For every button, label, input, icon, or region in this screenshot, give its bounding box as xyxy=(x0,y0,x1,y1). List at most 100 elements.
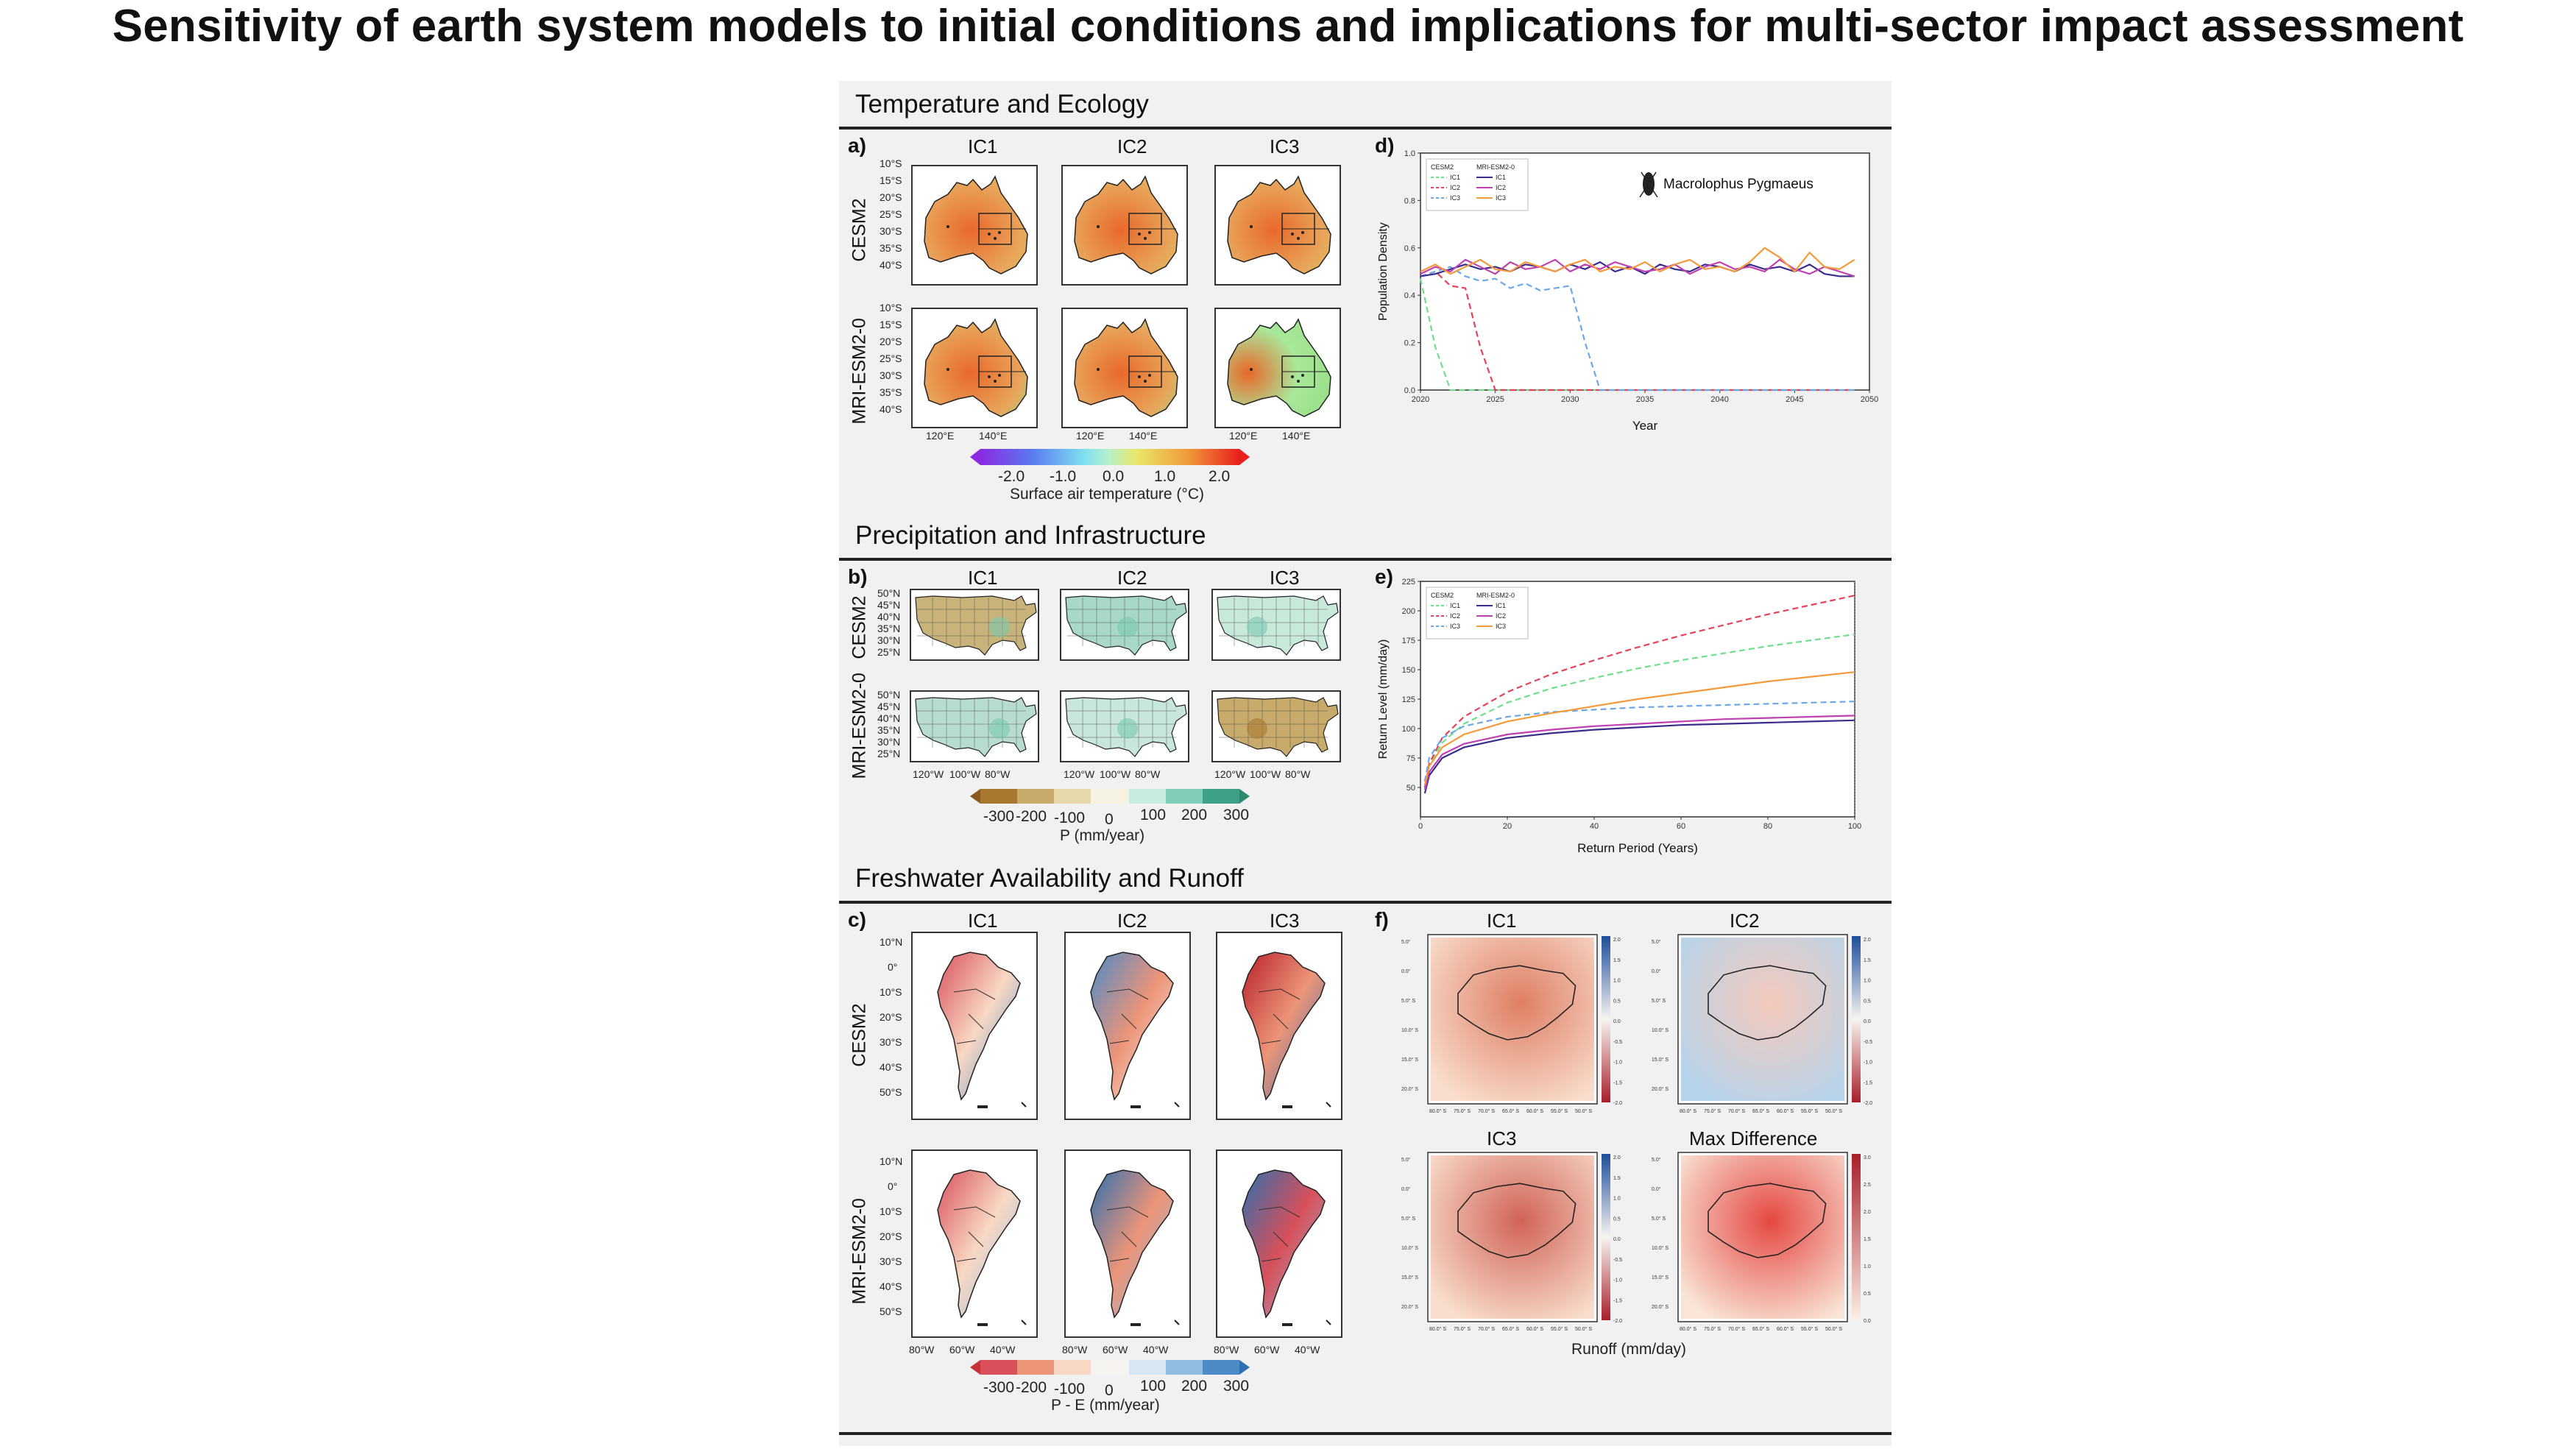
cb-tick: 1.0 xyxy=(1154,468,1176,485)
cb-label-temperature: Surface air temperature (°C) xyxy=(1010,486,1204,503)
lon-tick: 75.0° S xyxy=(1454,1326,1471,1332)
legend-entry: IC2 xyxy=(1496,612,1506,620)
lon-tick: 80°W xyxy=(1135,768,1161,780)
lat-tick: 10°N xyxy=(880,936,903,948)
panel-label-d: d) xyxy=(1375,134,1395,157)
cb-tick: 1.0 xyxy=(1613,979,1621,984)
cb-tick: 0.5 xyxy=(1864,1292,1871,1297)
lat-tick: 30°S xyxy=(880,369,902,381)
lon-tick: 75.0° S xyxy=(1454,1108,1471,1114)
runoff-ic1: 2.0 1.5 1.0 0.5 0.0 -0.5 -1.0 -1.5 -2.0 5.0° 0.0° 5… xyxy=(1401,934,1622,1114)
cb-tick: 1.5 xyxy=(1613,1176,1621,1181)
lat-tick: 25°S xyxy=(880,208,902,220)
lon-tick: 80.0° S xyxy=(1680,1326,1696,1332)
legend-box xyxy=(1426,587,1529,640)
lat-tick: 30°N xyxy=(877,634,901,646)
cb-tick: 1.0 xyxy=(1613,1197,1621,1202)
cb-tick: 0 xyxy=(1105,811,1114,828)
lat-tick: 0.0° xyxy=(1401,968,1411,974)
cb-tick: 0.0 xyxy=(1613,1237,1621,1242)
lon-tick: 100°W xyxy=(1100,768,1131,780)
south-america-outline xyxy=(1090,952,1174,1101)
x-axis-label: Year xyxy=(1632,419,1658,433)
runoff-title-ic1: IC1 xyxy=(1487,910,1517,932)
australia-outline xyxy=(1074,318,1178,417)
lat-tick: 35°S xyxy=(880,386,902,398)
lon-tick: 65.0° S xyxy=(1752,1326,1769,1332)
legend-entry: IC2 xyxy=(1450,184,1460,191)
lon-tick: 80°W xyxy=(909,1344,935,1356)
cb-tick: 1.5 xyxy=(1864,958,1871,963)
site-marker xyxy=(998,231,1001,234)
lon-tick: 120°W xyxy=(1064,768,1095,780)
lat-tick: 0° xyxy=(888,1180,898,1192)
lat-tick: 25°S xyxy=(880,352,902,364)
lon-tick: 50.0° S xyxy=(1575,1326,1592,1332)
lat-tick: 10.0° S xyxy=(1652,1245,1669,1251)
australia-map xyxy=(911,308,1038,428)
site-marker xyxy=(1138,375,1141,378)
runoff-title-maxdiff: Max Difference xyxy=(1689,1127,1818,1149)
australia-outline xyxy=(924,175,1028,274)
lat-tick: 0.0° xyxy=(1652,968,1661,974)
section-title-freshwater: Freshwater Availability and Runoff xyxy=(855,864,1244,893)
lon-tick: 55.0° S xyxy=(1551,1326,1568,1332)
cb-tick: -100 xyxy=(1054,809,1086,826)
site-marker xyxy=(1250,368,1253,371)
cb-tick: -200 xyxy=(1016,808,1047,825)
cb-tick: 0.0 xyxy=(1103,468,1125,485)
lon-tick: 60°W xyxy=(1254,1344,1280,1356)
x-tick-label: 20 xyxy=(1503,822,1512,831)
site-marker xyxy=(1250,225,1253,228)
x-tick-label: 40 xyxy=(1590,822,1599,831)
cb-tick: 0.0 xyxy=(1864,1019,1871,1024)
lon-tick: 80°W xyxy=(985,768,1011,780)
cb-tick: 100 xyxy=(1140,807,1167,823)
cb-tick: -2.0 xyxy=(998,468,1025,485)
lat-tick: 5.0° xyxy=(1652,939,1661,945)
cb-tick: 3.0 xyxy=(1864,1155,1871,1161)
col-title-ic2: IC2 xyxy=(1117,135,1147,157)
island-marker xyxy=(977,1323,988,1326)
section-rule xyxy=(839,127,1892,130)
col-title-ic1: IC1 xyxy=(968,135,998,157)
cb-label-precipitation: P (mm/year) xyxy=(1060,827,1145,844)
lon-tick: 80.0° S xyxy=(1429,1326,1446,1332)
australia-map xyxy=(1214,165,1341,286)
legend-entry: IC3 xyxy=(1496,194,1506,202)
south-america-outline xyxy=(937,1169,1021,1319)
lat-tick: 20°S xyxy=(880,191,902,203)
panel-label-f: f) xyxy=(1375,908,1389,931)
cb-tick: -200 xyxy=(1016,1379,1047,1396)
lat-tick: 40°S xyxy=(880,1280,902,1292)
lat-tick: 15.0° S xyxy=(1652,1275,1669,1280)
x-tick-label: 60 xyxy=(1677,822,1685,831)
y-tick-label: 0.8 xyxy=(1404,196,1415,205)
x-tick-label: 2030 xyxy=(1561,395,1579,404)
runoff-colorbar xyxy=(1602,936,1610,1102)
lon-tick: 70.0° S xyxy=(1478,1326,1495,1332)
legend-entry: IC3 xyxy=(1496,623,1506,630)
cb-tick: 300 xyxy=(1223,807,1250,823)
lon-tick: 100°W xyxy=(1250,768,1281,780)
lon-tick: 100°W xyxy=(949,768,981,780)
site-marker xyxy=(1144,237,1147,240)
south-america-outline xyxy=(1242,952,1326,1101)
lat-tick: 5.0° S xyxy=(1652,998,1666,1004)
lat-tick: 20°S xyxy=(880,1011,902,1023)
lon-tick: 120°W xyxy=(1214,768,1246,780)
y-axis-label: Return Level (mm/day) xyxy=(1377,640,1390,759)
cb-tick: -2.0 xyxy=(1864,1101,1872,1106)
y-tick-label: 175 xyxy=(1402,637,1415,645)
lon-tick: 75.0° S xyxy=(1704,1108,1721,1114)
y-axis-label: Population Density xyxy=(1377,222,1390,320)
cb-tick: 300 xyxy=(1223,1378,1250,1395)
site-marker xyxy=(946,368,949,371)
australia-map xyxy=(911,165,1038,286)
lat-tick: 30°S xyxy=(880,225,902,237)
lon-tick: 50.0° S xyxy=(1575,1108,1592,1114)
x-tick-label: 80 xyxy=(1763,822,1772,831)
panel-label-e: e) xyxy=(1375,565,1393,588)
row-label-cesm2: CESM2 xyxy=(849,595,870,659)
cb-tick: -1.5 xyxy=(1613,1080,1622,1085)
